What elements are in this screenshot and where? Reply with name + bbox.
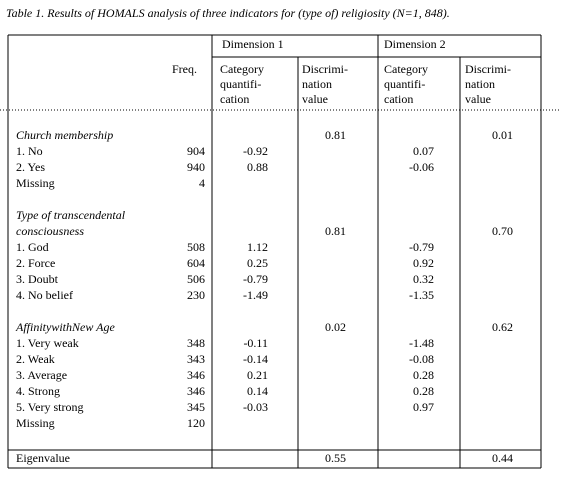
section-title: Church membership	[16, 128, 113, 142]
row-label: 5. Very strong	[16, 400, 83, 414]
frequency: 604	[187, 256, 205, 270]
discrimination-value: 0.02	[325, 320, 346, 334]
category-quantification: -1.49	[243, 288, 268, 302]
frequency: 120	[187, 416, 205, 430]
category-quantification: -0.79	[243, 272, 268, 286]
frequency: 348	[187, 336, 205, 350]
footer-label: Eigenvalue	[16, 451, 70, 465]
row-label: Missing	[16, 176, 55, 190]
eigenvalue: 0.55	[325, 451, 346, 465]
column-header: value	[302, 92, 328, 106]
column-header: nation	[465, 77, 495, 91]
column-header: Freq.	[172, 62, 197, 76]
category-quantification: 0.25	[247, 256, 268, 270]
row-label: Missing	[16, 416, 55, 430]
category-quantification: 0.21	[247, 368, 268, 382]
column-header: Discrimi-	[465, 62, 511, 76]
section-title: AffinitywithNew Age	[15, 320, 115, 334]
column-header: cation	[220, 92, 249, 106]
frequency: 230	[187, 288, 205, 302]
frequency: 508	[187, 240, 205, 254]
frequency: 506	[187, 272, 205, 286]
category-quantification: -0.14	[243, 352, 268, 366]
frequency: 346	[187, 384, 205, 398]
row-label: 4. No belief	[16, 288, 73, 302]
discrimination-value: 0.81	[325, 128, 346, 142]
row-label: 1. Very weak	[16, 336, 79, 350]
category-quantification: -0.11	[243, 336, 268, 350]
category-quantification: -0.08	[409, 352, 434, 366]
row-label: 2. Yes	[16, 160, 45, 174]
category-quantification: 0.88	[247, 160, 268, 174]
frequency: 346	[187, 368, 205, 382]
frequency: 940	[187, 160, 205, 174]
column-header: quantifi-	[384, 77, 425, 91]
frequency: 345	[187, 400, 205, 414]
section-title: consciousness	[16, 224, 84, 238]
column-header: Discrimi-	[302, 62, 348, 76]
dimension-header: Dimension 1	[222, 37, 284, 51]
eigenvalue: 0.44	[492, 451, 513, 465]
section-title: Type of transcendental	[16, 208, 126, 222]
frequency: 904	[187, 144, 205, 158]
category-quantification: -0.03	[243, 400, 268, 414]
column-header: quantifi-	[220, 77, 261, 91]
category-quantification: -0.79	[409, 240, 434, 254]
row-label: 1. No	[16, 144, 43, 158]
table-title: Table 1. Results of HOMALS analysis of t…	[6, 6, 450, 20]
discrimination-value: 0.81	[325, 224, 346, 238]
column-header: cation	[384, 92, 413, 106]
row-label: 3. Doubt	[16, 272, 59, 286]
row-label: 2. Weak	[16, 352, 55, 366]
row-label: 1. God	[16, 240, 49, 254]
category-quantification: -1.35	[409, 288, 434, 302]
category-quantification: 0.28	[413, 384, 434, 398]
column-header: Category	[220, 62, 264, 76]
row-label: 4. Strong	[16, 384, 60, 398]
column-header: nation	[302, 77, 332, 91]
category-quantification: 0.28	[413, 368, 434, 382]
frequency: 343	[187, 352, 205, 366]
row-label: 2. Force	[16, 256, 55, 270]
category-quantification: 0.97	[413, 400, 434, 414]
discrimination-value: 0.62	[492, 320, 513, 334]
category-quantification: 0.92	[413, 256, 434, 270]
column-header: value	[465, 92, 491, 106]
category-quantification: 0.07	[413, 144, 434, 158]
category-quantification: 0.32	[413, 272, 434, 286]
category-quantification: 0.14	[247, 384, 268, 398]
frequency: 4	[199, 176, 205, 190]
category-quantification: 1.12	[247, 240, 268, 254]
dimension-header: Dimension 2	[384, 37, 446, 51]
column-header: Category	[384, 62, 428, 76]
category-quantification: -1.48	[409, 336, 434, 350]
category-quantification: -0.06	[409, 160, 434, 174]
category-quantification: -0.92	[243, 144, 268, 158]
discrimination-value: 0.01	[492, 128, 513, 142]
discrimination-value: 0.70	[492, 224, 513, 238]
row-label: 3. Average	[16, 368, 67, 382]
